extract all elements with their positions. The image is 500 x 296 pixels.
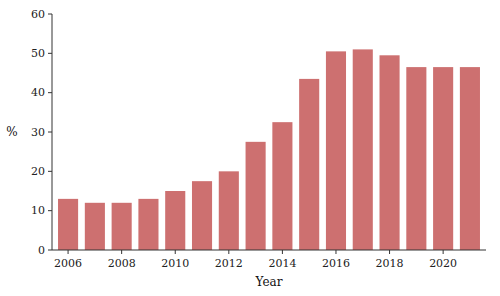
bar — [433, 67, 453, 250]
y-tick — [48, 132, 52, 133]
x-tick-label: 2016 — [322, 257, 350, 270]
x-axis-label: Year — [255, 275, 283, 289]
bar — [460, 67, 480, 250]
x-tick-label: 2008 — [108, 257, 136, 270]
bar — [406, 67, 426, 250]
chart-container: 2006 2008 2010 2012 2014 2016 2018 2020 0 10 20 30 4… — [0, 0, 500, 296]
x-tick-label: 2014 — [268, 257, 296, 270]
x-tick — [228, 250, 229, 254]
x-tick — [443, 250, 444, 254]
y-tick — [48, 250, 52, 251]
bar — [353, 49, 373, 250]
axes: 2006 2008 2010 2012 2014 2016 2018 2020 0 10 20 30 4… — [31, 8, 486, 271]
bar — [85, 203, 105, 250]
y-tick-label: 20 — [31, 165, 45, 178]
bar — [380, 55, 400, 250]
y-tick-label: 60 — [31, 8, 45, 21]
x-tick — [175, 250, 176, 254]
bar — [219, 171, 239, 250]
x-tick — [121, 250, 122, 254]
x-tick — [389, 250, 390, 254]
bar — [112, 203, 132, 250]
chart: 2006 2008 2010 2012 2014 2016 2018 2020 0 10 20 30 4… — [0, 0, 500, 296]
bar — [165, 191, 185, 250]
bar — [192, 181, 212, 250]
x-tick-label: 2012 — [215, 257, 243, 270]
bar — [326, 51, 346, 250]
x-tick — [335, 250, 336, 254]
bar — [299, 79, 319, 250]
x-tick — [68, 250, 69, 254]
y-tick-label: 30 — [31, 126, 45, 139]
bar — [246, 142, 266, 250]
bar — [58, 199, 78, 250]
y-tick — [48, 210, 52, 211]
y-tick-label: 0 — [38, 244, 45, 257]
x-tick-label: 2006 — [54, 257, 82, 270]
bar — [272, 122, 292, 250]
y-tick-label: 40 — [31, 86, 45, 99]
x-tick-label: 2018 — [376, 257, 404, 270]
x-axis-line — [52, 250, 486, 251]
y-tick-label: 50 — [31, 47, 45, 60]
y-tick-label: 10 — [31, 204, 45, 217]
y-tick — [48, 53, 52, 54]
y-tick — [48, 14, 52, 15]
x-tick-label: 2020 — [429, 257, 457, 270]
bar — [138, 199, 158, 250]
y-tick — [48, 92, 52, 93]
x-tick — [282, 250, 283, 254]
y-axis-label: % — [6, 125, 17, 139]
x-tick-label: 2010 — [161, 257, 189, 270]
y-tick — [48, 171, 52, 172]
bars — [58, 49, 480, 250]
